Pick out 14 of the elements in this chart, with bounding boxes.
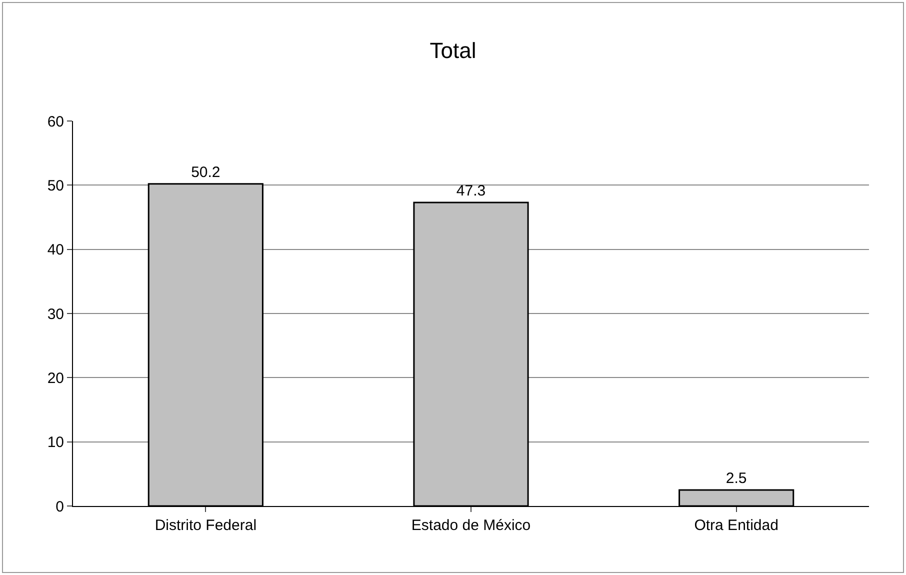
y-tick-label: 0 (56, 498, 64, 516)
y-tick-label: 30 (47, 306, 64, 323)
chart-title: Total (430, 38, 476, 64)
y-tick-label: 20 (47, 370, 64, 387)
data-label: 2.5 (726, 470, 747, 487)
y-tick-label: 60 (47, 113, 64, 130)
y-tick-label: 50 (47, 177, 64, 194)
y-tick-label: 10 (47, 434, 64, 452)
y-tick-label: 40 (47, 242, 64, 259)
x-tick-label: Distrito Federal (154, 517, 257, 534)
data-label: 47.3 (456, 182, 486, 200)
x-tick-label: Otra Entidad (694, 517, 778, 534)
x-tick-label: Estado de México (411, 517, 531, 534)
data-label: 50.2 (191, 164, 220, 181)
